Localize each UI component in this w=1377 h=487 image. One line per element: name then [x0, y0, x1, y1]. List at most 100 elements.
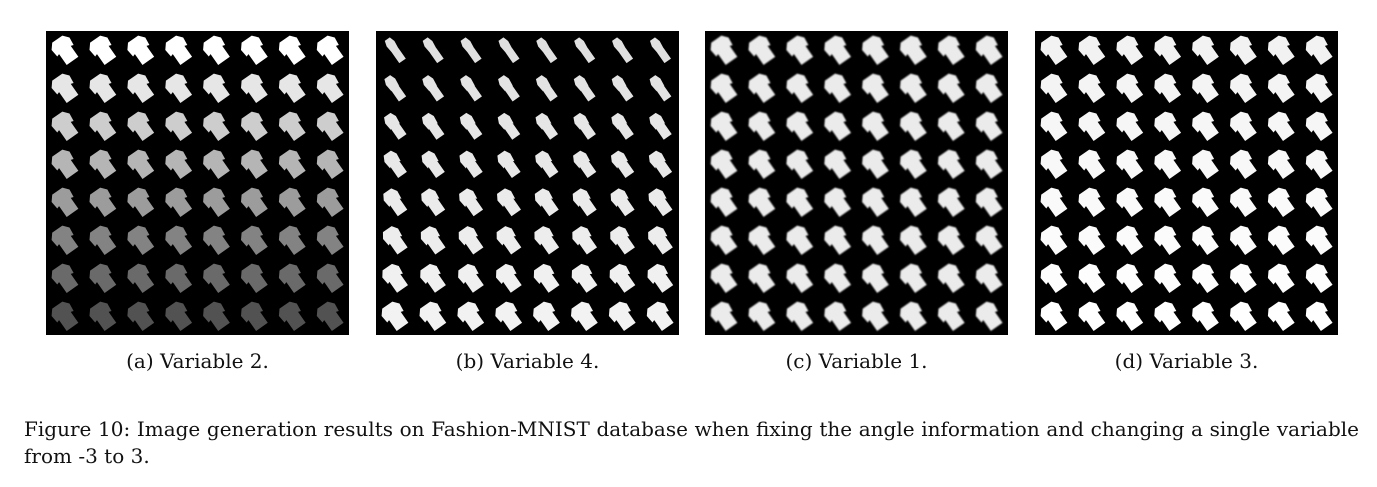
garment-thumbnail	[899, 111, 927, 141]
garment-thumbnail	[536, 37, 558, 64]
garment-thumbnail	[1116, 73, 1144, 103]
garment-thumbnail	[1116, 149, 1144, 179]
garment-thumbnail	[1078, 111, 1106, 141]
garment-thumbnail	[1078, 35, 1106, 65]
garment-thumbnail	[460, 37, 482, 64]
garment-thumbnail	[1305, 301, 1333, 331]
panel-b-svg	[381, 37, 674, 331]
garment-thumbnail	[535, 75, 558, 102]
garment-thumbnail	[1192, 263, 1219, 293]
garment-thumbnail	[127, 111, 155, 141]
garment-thumbnail	[203, 73, 230, 103]
garment-thumbnail	[316, 35, 344, 65]
garment-thumbnail	[1116, 35, 1144, 65]
garment-thumbnail	[535, 150, 559, 178]
garment-thumbnail	[1154, 35, 1182, 65]
garment-thumbnail	[278, 263, 306, 293]
garment-thumbnail	[316, 73, 344, 103]
garment-thumbnail	[710, 35, 738, 65]
garment-thumbnail	[383, 188, 408, 217]
garment-thumbnail	[1192, 301, 1219, 331]
garment-thumbnail	[748, 301, 776, 331]
garment-thumbnail	[937, 149, 965, 179]
garment-thumbnail	[748, 111, 776, 141]
garment-thumbnail	[1192, 35, 1219, 65]
garment-thumbnail	[203, 301, 230, 331]
garment-thumbnail	[1305, 263, 1333, 293]
garment-thumbnail	[862, 73, 889, 103]
garment-thumbnail	[612, 37, 634, 64]
garment-thumbnail	[1305, 187, 1333, 217]
garment-thumbnail	[710, 187, 738, 217]
garment-thumbnail	[824, 73, 852, 103]
garment-thumbnail	[498, 37, 520, 64]
garment-thumbnail	[316, 111, 344, 141]
garment-thumbnail	[975, 263, 1003, 293]
garment-thumbnail	[786, 149, 814, 179]
garment-thumbnail	[710, 263, 738, 293]
garment-thumbnail	[1040, 111, 1068, 141]
garment-thumbnail	[748, 35, 776, 65]
garment-thumbnail	[648, 150, 673, 178]
garment-thumbnail	[165, 263, 193, 293]
garment-thumbnail	[1229, 301, 1257, 331]
garment-thumbnail	[419, 301, 447, 331]
garment-thumbnail	[786, 225, 814, 255]
garment-thumbnail	[384, 37, 406, 64]
garment-thumbnail	[240, 187, 268, 217]
garment-thumbnail	[646, 301, 674, 331]
garment-thumbnail	[1078, 225, 1106, 255]
garment-thumbnail	[570, 301, 598, 331]
garment-thumbnail	[1305, 35, 1333, 65]
garment-thumbnail	[1192, 111, 1219, 141]
garment-thumbnail	[1078, 263, 1106, 293]
garment-thumbnail	[573, 75, 596, 102]
garment-thumbnail	[240, 35, 268, 65]
garment-thumbnail	[1229, 111, 1257, 141]
garment-thumbnail	[786, 187, 814, 217]
garment-thumbnail	[458, 263, 484, 293]
panel-c-caption: (c) Variable 1.	[785, 349, 928, 373]
garment-thumbnail	[975, 149, 1003, 179]
garment-thumbnail	[1078, 73, 1106, 103]
garment-thumbnail	[316, 263, 344, 293]
panel-c-svg	[710, 35, 1003, 331]
garment-thumbnail	[1116, 187, 1144, 217]
garment-thumbnail	[975, 73, 1003, 103]
garment-thumbnail	[165, 149, 193, 179]
garment-thumbnail	[460, 75, 482, 102]
garment-thumbnail	[534, 226, 560, 255]
garment-thumbnail	[535, 112, 559, 140]
garment-thumbnail	[203, 111, 230, 141]
garment-thumbnail	[127, 187, 155, 217]
garment-thumbnail	[748, 225, 776, 255]
garment-thumbnail	[1305, 111, 1333, 141]
garment-thumbnail	[89, 149, 117, 179]
garment-thumbnail	[899, 225, 927, 255]
garment-thumbnail	[649, 75, 672, 102]
garment-thumbnail	[127, 73, 155, 103]
garment-thumbnail	[1192, 149, 1219, 179]
garment-thumbnail	[937, 187, 965, 217]
garment-thumbnail	[710, 111, 738, 141]
garment-thumbnail	[648, 226, 673, 255]
garment-thumbnail	[824, 111, 852, 141]
panel-d-svg	[1040, 35, 1333, 331]
garment-thumbnail	[127, 149, 155, 179]
garment-thumbnail	[786, 111, 814, 141]
garment-thumbnail	[1154, 111, 1182, 141]
garment-thumbnail	[421, 112, 445, 140]
garment-thumbnail	[1229, 263, 1257, 293]
garment-thumbnail	[384, 112, 407, 140]
garment-thumbnail	[862, 301, 889, 331]
garment-thumbnail	[975, 111, 1003, 141]
garment-thumbnail	[381, 301, 409, 331]
garment-thumbnail	[89, 35, 117, 65]
garment-thumbnail	[1192, 187, 1219, 217]
garment-thumbnail	[786, 35, 814, 65]
garment-thumbnail	[1040, 187, 1068, 217]
garment-thumbnail	[572, 188, 597, 217]
garment-thumbnail	[1305, 225, 1333, 255]
garment-thumbnail	[422, 75, 445, 102]
garment-thumbnail	[937, 263, 965, 293]
